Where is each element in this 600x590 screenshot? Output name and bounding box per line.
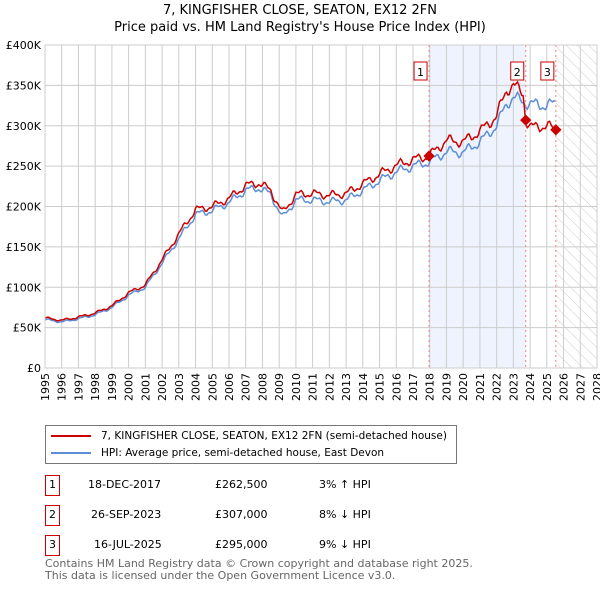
sale-marker-box xyxy=(510,61,525,81)
x-tick-label: 2016 xyxy=(390,373,403,401)
sale-point xyxy=(550,124,562,136)
y-tick-label: £400K xyxy=(6,39,42,52)
sale-marker-label: 3 xyxy=(45,535,60,556)
x-tick-label: 2015 xyxy=(374,373,387,401)
x-tick-label: 2027 xyxy=(574,373,587,401)
x-tick-label: 2023 xyxy=(507,373,520,401)
x-tick-label: 2004 xyxy=(190,373,203,401)
x-tick-label: 2009 xyxy=(273,373,286,401)
sale-marker-label: 2 xyxy=(45,505,60,526)
x-tick-label: 2022 xyxy=(491,373,504,401)
sale-date: 16-JUL-2025 xyxy=(94,538,162,551)
x-tick-label: 1999 xyxy=(106,373,119,401)
legend-label: HPI: Average price, semi-detached house,… xyxy=(101,447,385,459)
x-tick-label: 2013 xyxy=(340,373,353,401)
plot-area: 1995 1996 1997 1998 1999 2000 2001 2002 2003 2004… xyxy=(6,39,600,401)
x-tick-label: 1997 xyxy=(72,373,85,401)
x-tick-label: 2000 xyxy=(123,373,136,401)
sale-row: 2 26-SEP-2023 £307,000 8% ↓ HPI xyxy=(45,505,445,526)
x-tick-label: 2025 xyxy=(541,373,554,401)
sale-point xyxy=(423,150,435,162)
y-tick-label: £200K xyxy=(6,201,42,214)
sale-marker-label: 2 xyxy=(514,66,521,79)
series-line xyxy=(44,80,556,322)
legend-item-hpi: HPI: Average price, semi-detached house,… xyxy=(51,445,384,461)
x-tick-label: 2014 xyxy=(357,373,370,401)
series-line xyxy=(44,90,556,324)
x-tick-label: 2012 xyxy=(323,373,336,401)
x-tick-label: 1998 xyxy=(89,373,102,401)
legend: 7, KINGFISHER CLOSE, SEATON, EX12 2FN (s… xyxy=(45,425,457,464)
chart-title: 7, KINGFISHER CLOSE, SEATON, EX12 2FN xyxy=(162,3,437,18)
x-tick-label: 1995 xyxy=(39,373,52,401)
x-tick-label: 2006 xyxy=(223,373,236,401)
y-tick-label: £100K xyxy=(6,281,42,294)
x-tick-label: 2024 xyxy=(524,373,537,401)
x-tick-label: 2028 xyxy=(591,373,600,401)
sale-hpi: 9% ↓ HPI xyxy=(319,538,371,551)
sale-row: 1 18-DEC-2017 £262,500 3% ↑ HPI xyxy=(45,475,445,496)
plot-frame xyxy=(44,44,598,369)
x-tick-label: 2007 xyxy=(240,373,253,401)
sale-hpi: 3% ↑ HPI xyxy=(319,478,371,491)
sale-marker-label: 3 xyxy=(544,66,551,79)
x-tick-label: 2010 xyxy=(290,373,303,401)
sale-price: £262,500 xyxy=(215,478,268,491)
x-tick-label: 2018 xyxy=(424,373,437,401)
x-tick-label: 2017 xyxy=(407,373,420,401)
y-tick-label: £0 xyxy=(27,362,41,375)
footer: Contains HM Land Registry data © Crown c… xyxy=(45,558,473,582)
x-tick-label: 2019 xyxy=(440,373,453,401)
y-tick-label: £250K xyxy=(6,160,42,173)
sale-marker-box xyxy=(413,61,428,81)
y-tick-label: £150K xyxy=(6,241,42,254)
x-tick-label: 2011 xyxy=(307,373,320,401)
x-tick-label: 2002 xyxy=(156,373,169,401)
sale-marker-label: 1 xyxy=(417,66,424,79)
footer-line: This data is licensed under the Open Gov… xyxy=(45,569,396,582)
x-tick-label: 2026 xyxy=(558,373,571,401)
y-tick-label: £50K xyxy=(13,322,42,335)
x-tick-label: 1996 xyxy=(56,373,69,401)
x-tick-label: 2005 xyxy=(206,373,219,401)
sale-hpi: 8% ↓ HPI xyxy=(319,508,371,521)
y-tick-label: £300K xyxy=(6,120,42,133)
sale-marker-label: 1 xyxy=(45,475,60,496)
x-tick-label: 2020 xyxy=(457,373,470,401)
sale-row: 3 16-JUL-2025 £295,000 9% ↓ HPI xyxy=(45,535,445,556)
x-tick-label: 2021 xyxy=(474,373,487,401)
chart-subtitle: Price paid vs. HM Land Registry's House … xyxy=(114,20,486,35)
x-tick-label: 2003 xyxy=(173,373,186,401)
sale-date: 26-SEP-2023 xyxy=(91,508,162,521)
sale-marker-box xyxy=(540,61,555,81)
sale-price: £295,000 xyxy=(215,538,268,551)
sale-price: £307,000 xyxy=(215,508,268,521)
legend-item-property: 7, KINGFISHER CLOSE, SEATON, EX12 2FN (s… xyxy=(51,428,447,444)
sale-date: 18-DEC-2017 xyxy=(88,478,162,491)
y-tick-label: £350K xyxy=(6,79,42,92)
x-tick-label: 2001 xyxy=(139,373,152,401)
legend-label: 7, KINGFISHER CLOSE, SEATON, EX12 2FN (s… xyxy=(101,430,447,442)
footer-line: Contains HM Land Registry data © Crown c… xyxy=(45,557,473,570)
x-tick-label: 2008 xyxy=(256,373,269,401)
